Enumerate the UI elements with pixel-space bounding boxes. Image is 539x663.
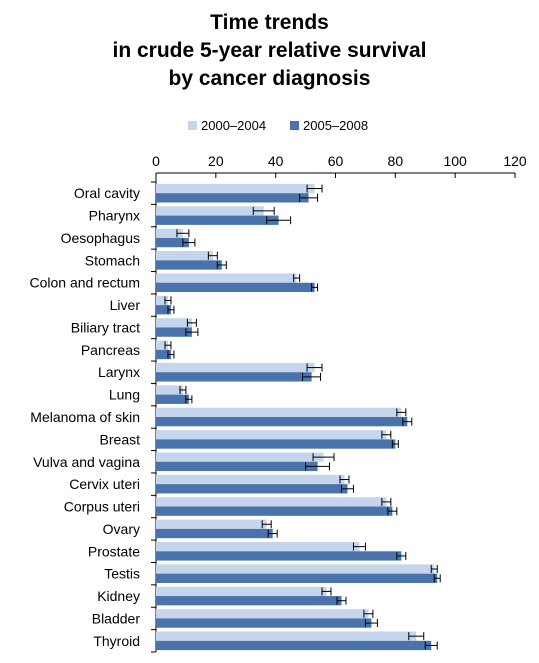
category-label: Testis bbox=[104, 566, 140, 582]
legend-item-series-1: 2000–2004 bbox=[188, 118, 266, 133]
x-tick-label: 120 bbox=[503, 153, 527, 169]
bar-series-2 bbox=[156, 528, 273, 539]
bar-series-2 bbox=[156, 305, 171, 315]
bar-series-2 bbox=[156, 461, 318, 472]
x-tick-label: 60 bbox=[328, 153, 344, 169]
category-label: Bladder bbox=[92, 610, 141, 626]
category-label: Pharynx bbox=[89, 208, 140, 224]
category-label: Ovary bbox=[103, 521, 140, 537]
category-label: Stomach bbox=[85, 252, 140, 268]
category-label: Pancreas bbox=[81, 342, 140, 358]
chart-title-line-2: in crude 5-year relative survival bbox=[112, 39, 427, 62]
x-tick-label: 20 bbox=[208, 153, 224, 169]
bar-series-2 bbox=[156, 439, 396, 449]
bar-series-2 bbox=[156, 260, 222, 270]
legend-label-series-2: 2005–2008 bbox=[303, 118, 369, 133]
x-tick-label: 80 bbox=[388, 153, 404, 169]
bar-series-1 bbox=[156, 206, 264, 216]
legend-item-series-2: 2005–2008 bbox=[290, 118, 368, 133]
chart-title-line-3: by cancer diagnosis bbox=[168, 67, 371, 90]
bar-series-1 bbox=[156, 273, 297, 283]
bar-series-1 bbox=[156, 362, 315, 373]
category-label: Vulva and vagina bbox=[33, 454, 140, 470]
bar-series-1 bbox=[156, 228, 183, 238]
bar-series-1 bbox=[156, 251, 213, 261]
category-label: Oesophagus bbox=[61, 230, 140, 246]
category-label: Colon and rectum bbox=[29, 275, 140, 291]
category-label: Prostate bbox=[88, 543, 140, 559]
bar-series-2 bbox=[156, 506, 393, 516]
category-label: Liver bbox=[110, 297, 141, 313]
bar-series-2 bbox=[156, 282, 315, 293]
category-label: Breast bbox=[100, 431, 141, 447]
category-label: Lung bbox=[109, 387, 140, 403]
bar-series-2 bbox=[156, 551, 402, 561]
x-tick-label: 40 bbox=[268, 153, 284, 169]
bar-series-1 bbox=[156, 631, 417, 641]
category-label: Biliary tract bbox=[71, 319, 140, 335]
bar-series-1 bbox=[156, 407, 402, 417]
category-label: Corpus uteri bbox=[64, 499, 140, 515]
category-label: Thyroid bbox=[93, 633, 140, 649]
bar-series-1 bbox=[156, 340, 168, 350]
bar-series-1 bbox=[156, 519, 267, 529]
category-label: Cervix uteri bbox=[69, 476, 140, 492]
bar-series-1 bbox=[156, 318, 192, 328]
chart-title-line-1: Time trends bbox=[210, 11, 329, 34]
bar-series-2 bbox=[156, 573, 438, 583]
bar-series-1 bbox=[156, 295, 168, 306]
x-tick-label: 0 bbox=[152, 153, 160, 169]
bar-series-1 bbox=[156, 452, 324, 462]
bar-series-1 bbox=[156, 430, 387, 440]
bar-series-2 bbox=[156, 618, 372, 628]
bar-series-1 bbox=[156, 474, 345, 485]
bar-series-2 bbox=[156, 193, 309, 203]
bar-series-2 bbox=[156, 215, 279, 225]
bar-series-2 bbox=[156, 327, 192, 337]
legend-label-series-1: 2000–2004 bbox=[201, 118, 267, 133]
bar-series-2 bbox=[156, 484, 348, 494]
category-label: Melanoma of skin bbox=[30, 409, 140, 425]
bar-series-1 bbox=[156, 586, 327, 597]
bar-series-1 bbox=[156, 609, 369, 619]
legend-swatch-series-2 bbox=[290, 121, 299, 130]
bar-series-1 bbox=[156, 497, 387, 507]
category-label: Larynx bbox=[98, 364, 140, 380]
bar-series-1 bbox=[156, 183, 315, 194]
category-label: Oral cavity bbox=[74, 185, 140, 201]
bar-series-2 bbox=[156, 640, 432, 651]
bar-series-2 bbox=[156, 596, 342, 606]
bar-series-2 bbox=[156, 372, 312, 382]
bar-series-2 bbox=[156, 417, 408, 427]
bar-series-2 bbox=[156, 237, 189, 248]
category-label: Kidney bbox=[97, 588, 140, 604]
legend-swatch-series-1 bbox=[188, 121, 197, 130]
bar-series-1 bbox=[156, 564, 435, 574]
bar-series-2 bbox=[156, 349, 171, 360]
x-tick-label: 100 bbox=[443, 153, 467, 169]
bar-series-2 bbox=[156, 394, 189, 404]
bar-series-1 bbox=[156, 385, 183, 395]
bar-series-1 bbox=[156, 541, 360, 552]
